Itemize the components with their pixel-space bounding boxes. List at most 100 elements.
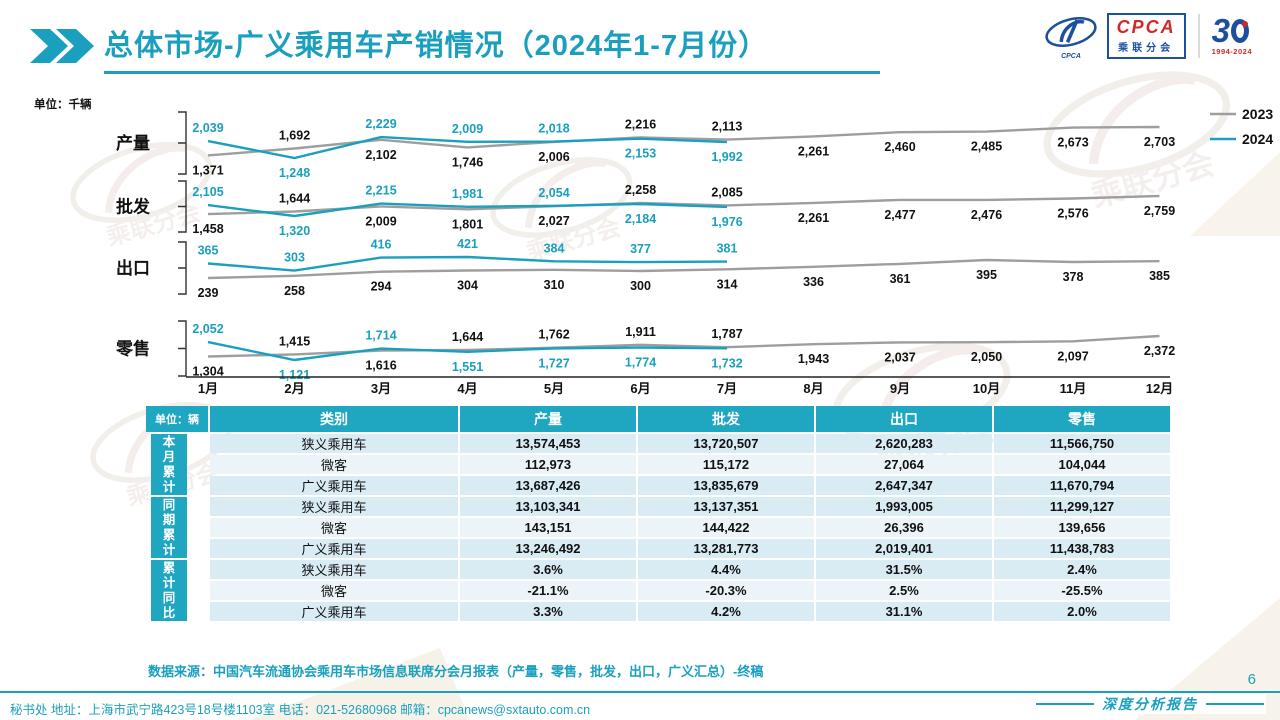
- table-group-label: 本月累计: [151, 434, 187, 495]
- table-column-header: 零售: [994, 406, 1170, 432]
- value-label: 1,727: [538, 356, 569, 370]
- table-category-cell: 微客: [210, 455, 458, 474]
- value-label: 1,976: [711, 215, 742, 229]
- chart-unit-label: 单位：千辆: [34, 99, 92, 111]
- table-value-cell: 112,973: [460, 455, 636, 474]
- table-value-cell: 13,720,507: [638, 434, 814, 453]
- table-category-cell: 狭义乘用车: [210, 434, 458, 453]
- table-group: 累计同比 狭义乘用车 3.6% 4.4% 31.5% 2.4% 微客 -21.1% -20.3%…: [146, 560, 1176, 621]
- value-label: 2,703: [1144, 135, 1175, 149]
- value-label: 1,762: [538, 328, 569, 342]
- table-category-cell: 狭义乘用车: [210, 560, 458, 579]
- svg-text:乘联分会: 乘联分会: [103, 198, 204, 252]
- value-label: 2,054: [538, 186, 569, 200]
- month-label: 10月: [973, 381, 1000, 396]
- value-label: 385: [1149, 269, 1170, 283]
- cpca-watermark: 乘联分会: [490, 156, 633, 267]
- value-label: 2,485: [971, 140, 1002, 154]
- table-value-cell: 27,064: [816, 455, 992, 474]
- value-label: 304: [457, 279, 478, 293]
- value-label: 1,644: [452, 330, 483, 344]
- logo-divider: [1197, 14, 1200, 58]
- table-group-label: 同期累计: [151, 497, 187, 558]
- series-line-2023: [207, 334, 1160, 358]
- value-label: 314: [717, 277, 738, 291]
- series-line-2024: [207, 202, 728, 218]
- group-label-char: 期: [162, 512, 176, 527]
- value-label: 381: [717, 242, 738, 256]
- month-label: 1月: [198, 381, 218, 396]
- table-value-cell: -25.5%: [994, 581, 1170, 600]
- group-label-char: 本: [162, 434, 176, 449]
- month-label: 9月: [890, 381, 910, 396]
- table-value-cell: 115,172: [638, 455, 814, 474]
- cpca-logo-subtext: 乘联分会: [1118, 43, 1175, 54]
- table-value-cell: 2.0%: [994, 602, 1170, 621]
- value-label: 2,018: [538, 122, 569, 136]
- value-label: 377: [630, 242, 651, 256]
- table-header-row: 单位：辆 类别 产量 批发 出口 零售: [146, 406, 1176, 432]
- value-label: 2,009: [452, 122, 483, 136]
- group-label-char: 计: [162, 479, 176, 494]
- table-value-cell: 11,566,750: [994, 434, 1170, 453]
- anniversary-years: 1994-2024: [1211, 47, 1252, 56]
- table-value-cell: 3.3%: [460, 602, 636, 621]
- value-label: 2,184: [625, 212, 656, 226]
- axis-bracket: [178, 111, 187, 175]
- anniversary-30-logo: 3 1994-2024: [1211, 14, 1252, 56]
- table-category-cell: 微客: [210, 581, 458, 600]
- value-label: 2,102: [365, 148, 396, 162]
- series-line-2024: [207, 255, 728, 272]
- value-label: 2,009: [365, 214, 396, 228]
- value-label: 1,616: [365, 359, 396, 373]
- month-label: 8月: [803, 381, 823, 396]
- group-label-char: 月: [162, 449, 176, 464]
- month-label: 6月: [630, 381, 650, 396]
- value-label: 2,460: [884, 140, 915, 154]
- value-label: 2,258: [625, 183, 656, 197]
- source-note: 数据来源：中国汽车流通协会乘用车市场信息联席分会月报表（产量，零售，批发，出口，…: [148, 664, 764, 679]
- cpca-watermark: 乘联分会: [1043, 71, 1231, 214]
- table-value-cell: 104,044: [994, 455, 1170, 474]
- value-label: 2,216: [625, 117, 656, 131]
- series-line-2024: [207, 340, 728, 362]
- series-line-2023: [207, 258, 1160, 280]
- cpca-logo-text: CPCA: [1116, 17, 1176, 37]
- table-value-cell: 11,299,127: [994, 497, 1170, 516]
- value-label: 310: [544, 278, 565, 292]
- value-label: 2,477: [884, 208, 915, 222]
- report-label-dash-left: [1036, 703, 1094, 705]
- value-label: 2,085: [711, 185, 742, 199]
- table-group-label-cell: 累计同比: [146, 560, 208, 621]
- table-value-cell: 13,835,679: [638, 476, 814, 495]
- category-label: 零售: [115, 339, 150, 359]
- value-label: 1,714: [365, 329, 396, 343]
- value-label: 395: [976, 268, 997, 282]
- table-column-header: 批发: [638, 406, 814, 432]
- value-label: 2,153: [625, 147, 656, 161]
- axis-bracket: [178, 241, 187, 295]
- value-label: 1,981: [452, 187, 483, 201]
- table-value-cell: 31.5%: [816, 560, 992, 579]
- legend-label-2024: 2024: [1242, 131, 1273, 147]
- category-label: 产量: [116, 133, 150, 153]
- table-value-cell: 144,422: [638, 518, 814, 537]
- value-label: 365: [198, 243, 219, 257]
- table-category-cell: 微客: [210, 518, 458, 537]
- value-label: 1,644: [279, 191, 310, 205]
- table-group: 同期累计狭义乘用车 13,103,341 13,137,351 1,993,005 11…: [146, 497, 1176, 558]
- legend-label-2023: 2023: [1242, 106, 1273, 122]
- table-group-label: 累计同比: [151, 560, 187, 621]
- value-label: 2,113: [712, 120, 743, 134]
- report-label: 深度分析报告: [1102, 698, 1198, 713]
- group-label-char: 同: [162, 497, 176, 512]
- value-label: 2,261: [798, 144, 829, 158]
- table-value-cell: 2,019,401: [816, 539, 992, 558]
- value-label: 239: [198, 286, 219, 300]
- series-line-2023: [207, 125, 1160, 157]
- value-label: 1,992: [711, 150, 742, 164]
- table-value-cell: -21.1%: [460, 581, 636, 600]
- group-label-char: 比: [162, 605, 176, 620]
- cpca-watermark: 乘联分会: [70, 141, 213, 252]
- month-label: 4月: [457, 381, 477, 396]
